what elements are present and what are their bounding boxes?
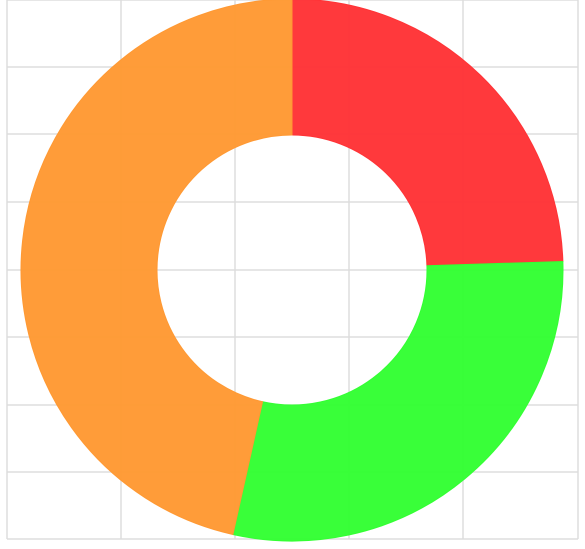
donut-slice-2[interactable] (233, 261, 563, 541)
donut-slice-1[interactable] (292, 0, 563, 266)
